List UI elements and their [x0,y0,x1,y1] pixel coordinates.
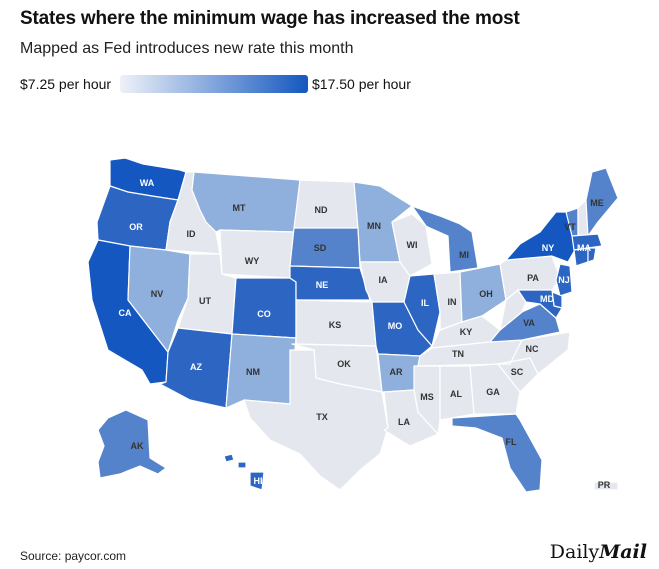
state-label: CO [257,309,271,319]
chart-subtitle: Mapped as Fed introduces new rate this m… [20,40,354,57]
state-label: NY [542,243,555,253]
state-label: WA [140,178,155,188]
state-label: VT [564,222,576,232]
state-label: WI [407,240,418,250]
state-label: OR [129,222,143,232]
state-label: NV [151,289,164,299]
state-AK[interactable] [97,409,167,479]
state-label: AR [390,367,403,377]
state-label: FL [506,437,517,447]
state-label: IL [421,298,430,308]
state-MD[interactable] [517,289,563,319]
state-WI[interactable] [391,213,433,277]
state-label: TN [452,349,464,359]
state-label: MS [420,392,434,402]
state-RI[interactable] [587,247,597,263]
source-note: Source: paycor.com [20,549,127,563]
state-label: MA [577,243,591,253]
state-label: NE [316,280,329,290]
state-label: MN [367,221,381,231]
us-choropleth-map: WA OR CA ID NV MT WY UT AZ CO NM ND SD N… [87,157,619,493]
state-CO[interactable] [231,277,297,339]
state-label: NM [246,367,260,377]
state-label: AL [450,389,462,399]
state-label: WY [245,256,260,266]
state-TX[interactable] [243,349,389,491]
state-MI[interactable] [411,205,479,273]
state-label: OK [337,359,351,369]
state-label: MD [540,294,554,304]
state-label: PR [598,480,611,490]
state-label: LA [398,417,410,427]
state-label: AK [131,441,144,451]
state-label: UT [199,296,211,306]
state-label: IA [379,275,389,285]
legend-max-label: $17.50 per hour [312,76,411,92]
chart-title: States where the minimum wage has increa… [20,8,520,29]
state-label: VA [523,318,535,328]
state-label: HI [254,476,263,486]
state-label: ND [315,205,328,215]
color-legend: $7.25 per hour $17.50 per hour [20,74,420,94]
legend-gradient-bar [120,75,308,93]
state-AL[interactable] [439,365,475,421]
state-HI[interactable] [223,453,265,491]
state-NJ[interactable] [555,263,573,297]
state-label: SC [511,367,524,377]
state-label: OH [479,289,493,299]
state-label: NC [526,344,539,354]
state-label: IN [448,297,457,307]
state-label: ID [187,229,197,239]
state-label: KY [460,327,473,337]
state-label: PA [527,273,539,283]
state-NY[interactable] [505,211,577,263]
state-label: MT [233,203,246,213]
state-label: MI [459,250,469,260]
state-MA[interactable] [571,233,603,251]
state-ND[interactable] [293,179,359,229]
state-label: GA [486,387,500,397]
state-OH[interactable] [459,263,507,323]
state-FL[interactable] [451,413,543,493]
state-NM[interactable] [225,333,297,409]
state-label: NJ [558,275,570,285]
state-PR[interactable] [593,481,619,491]
state-NE[interactable] [289,265,371,301]
state-NV[interactable] [127,245,191,353]
state-label: KS [329,320,342,330]
state-MT[interactable] [191,171,301,233]
state-label: CA [119,308,132,318]
state-label: ME [590,198,604,208]
daily-mail-logo: DailyMail [549,541,647,563]
state-label: MO [388,321,403,331]
state-label: SD [314,243,327,253]
state-WY[interactable] [219,229,295,279]
state-label: AZ [190,362,202,372]
state-label: TX [316,412,328,422]
legend-min-label: $7.25 per hour [20,76,112,92]
